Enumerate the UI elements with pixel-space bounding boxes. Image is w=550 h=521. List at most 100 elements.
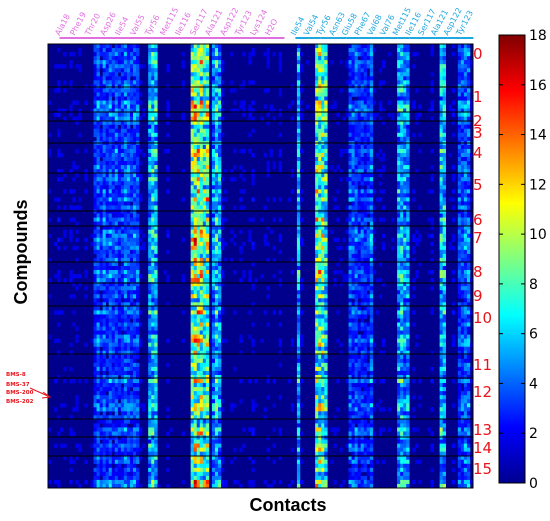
heatmap-cell	[99, 104, 103, 109]
heatmap-cell	[397, 189, 401, 194]
heatmap-cell	[151, 245, 155, 251]
heatmap-cell	[354, 132, 358, 138]
heatmap-cell	[318, 104, 322, 109]
heatmap-cell	[102, 383, 106, 388]
heatmap-cell	[117, 100, 122, 105]
heatmap-cell	[142, 152, 146, 158]
heatmap-cell	[466, 181, 471, 186]
heatmap-cell	[151, 334, 155, 339]
heatmap-cell	[111, 387, 116, 392]
heatmap-cell	[348, 249, 352, 255]
heatmap-cell	[375, 278, 380, 283]
heatmap-cell	[196, 64, 201, 69]
heatmap-cell	[218, 177, 222, 182]
heatmap-cell	[133, 257, 137, 263]
heatmap-cell	[133, 334, 137, 339]
heatmap-cell	[193, 177, 198, 182]
heatmap-cell	[366, 100, 371, 105]
heatmap-cell	[181, 116, 185, 121]
heatmap-cell	[266, 169, 270, 174]
heatmap-cell	[296, 177, 301, 182]
heatmap-cell	[60, 108, 64, 113]
heatmap-cell	[111, 310, 116, 315]
heatmap-cell	[102, 229, 106, 235]
heatmap-cell	[148, 120, 152, 126]
heatmap-cell	[400, 298, 404, 303]
heatmap-cell	[230, 52, 234, 57]
heatmap-cell	[214, 290, 219, 295]
heatmap-cell	[190, 120, 195, 126]
heatmap-cell	[366, 92, 371, 97]
heatmap-cell	[466, 100, 471, 105]
heatmap-cell	[120, 249, 125, 255]
heatmap-cell	[202, 298, 207, 303]
heatmap-cell	[348, 233, 352, 239]
heatmap-cell	[93, 132, 97, 138]
heatmap-cell	[133, 358, 137, 364]
heatmap-cell	[321, 334, 325, 339]
heatmap-cell	[154, 225, 158, 230]
heatmap-cell	[466, 253, 471, 259]
heatmap-cell	[357, 120, 361, 126]
heatmap-cell	[466, 209, 471, 214]
heatmap-cell	[199, 120, 204, 126]
heatmap-cell	[211, 261, 216, 267]
heatmap-cell	[397, 124, 401, 130]
heatmap-cell	[348, 342, 352, 348]
heatmap-cell	[93, 88, 97, 93]
heatmap-cell	[348, 217, 352, 222]
heatmap-cell	[108, 241, 113, 247]
heatmap-cell	[205, 338, 210, 343]
heatmap-cell	[96, 100, 100, 105]
heatmap-cell	[315, 298, 319, 303]
heatmap-cell	[378, 173, 383, 178]
heatmap-cell	[321, 221, 325, 226]
heatmap-cell	[348, 104, 352, 109]
heatmap-cell	[99, 294, 103, 299]
heatmap-cell	[211, 201, 216, 206]
heatmap-cell	[218, 237, 222, 243]
heatmap-cell	[120, 173, 125, 178]
heatmap-cell	[154, 233, 158, 239]
heatmap-cell	[129, 229, 134, 235]
heatmap-cell	[366, 274, 371, 279]
heatmap-cell	[218, 120, 222, 126]
heatmap-cell	[463, 298, 468, 303]
heatmap-cell	[366, 76, 371, 81]
heatmap-cell	[148, 314, 152, 319]
heatmap-cell	[460, 148, 465, 154]
heatmap-cell	[202, 165, 207, 170]
heatmap-cell	[451, 379, 456, 384]
heatmap-cell	[400, 318, 404, 323]
heatmap-cell	[126, 387, 131, 392]
heatmap-cell	[360, 266, 365, 271]
heatmap-cell	[460, 370, 465, 376]
heatmap-cell	[211, 205, 216, 210]
heatmap-cell	[397, 294, 401, 299]
heatmap-cell	[120, 120, 125, 126]
heatmap-cell	[342, 148, 346, 154]
heatmap-cell	[363, 374, 368, 380]
heatmap-cell	[214, 334, 219, 339]
heatmap-cell	[196, 249, 201, 255]
heatmap-cell	[266, 322, 270, 327]
heatmap-cell	[463, 217, 468, 222]
heatmap-cell	[202, 169, 207, 174]
heatmap-cell	[242, 108, 246, 113]
heatmap-cell	[442, 124, 446, 130]
heatmap-cell	[105, 379, 110, 384]
heatmap-cell	[397, 177, 401, 182]
heatmap-cell	[99, 193, 103, 198]
heatmap-cell	[129, 266, 134, 271]
heatmap-cell	[357, 346, 361, 352]
heatmap-cell	[315, 257, 319, 263]
heatmap-cell	[211, 148, 216, 154]
heatmap-cell	[205, 108, 210, 113]
heatmap-cell	[418, 112, 422, 117]
heatmap-cell	[321, 92, 325, 97]
heatmap-cell	[154, 68, 158, 73]
heatmap-cell	[99, 257, 103, 263]
heatmap-cell	[357, 261, 361, 267]
heatmap-cell	[466, 201, 471, 206]
heatmap-cell	[348, 181, 352, 186]
